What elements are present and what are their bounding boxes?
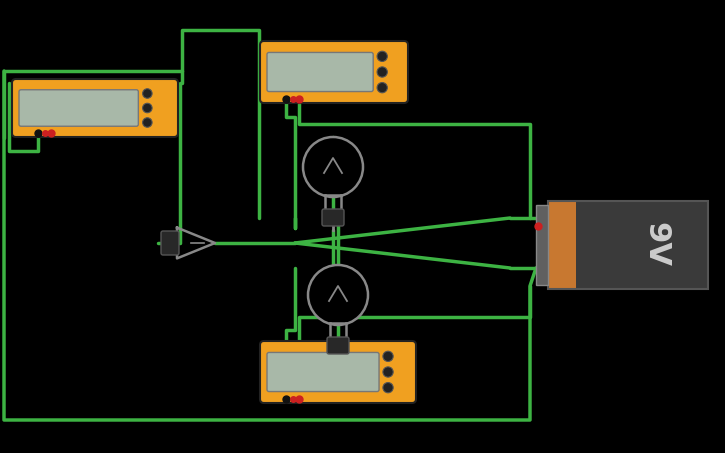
- Circle shape: [383, 382, 393, 393]
- Circle shape: [143, 118, 152, 127]
- Circle shape: [308, 265, 368, 325]
- Circle shape: [303, 137, 363, 197]
- Bar: [548, 201, 708, 289]
- FancyBboxPatch shape: [260, 341, 416, 403]
- FancyBboxPatch shape: [322, 209, 344, 226]
- FancyBboxPatch shape: [12, 79, 178, 137]
- FancyBboxPatch shape: [260, 41, 408, 103]
- Circle shape: [377, 67, 387, 77]
- Bar: [536, 205, 548, 285]
- FancyBboxPatch shape: [267, 53, 373, 92]
- Bar: [548, 201, 708, 289]
- Bar: [548, 201, 576, 289]
- FancyBboxPatch shape: [327, 337, 349, 354]
- Circle shape: [143, 103, 152, 113]
- Circle shape: [143, 89, 152, 98]
- Circle shape: [383, 367, 393, 377]
- FancyBboxPatch shape: [19, 90, 138, 126]
- FancyBboxPatch shape: [161, 231, 179, 255]
- Circle shape: [377, 51, 387, 62]
- Text: 9V: 9V: [642, 222, 671, 268]
- Circle shape: [377, 82, 387, 93]
- FancyBboxPatch shape: [267, 352, 379, 391]
- Circle shape: [383, 351, 393, 361]
